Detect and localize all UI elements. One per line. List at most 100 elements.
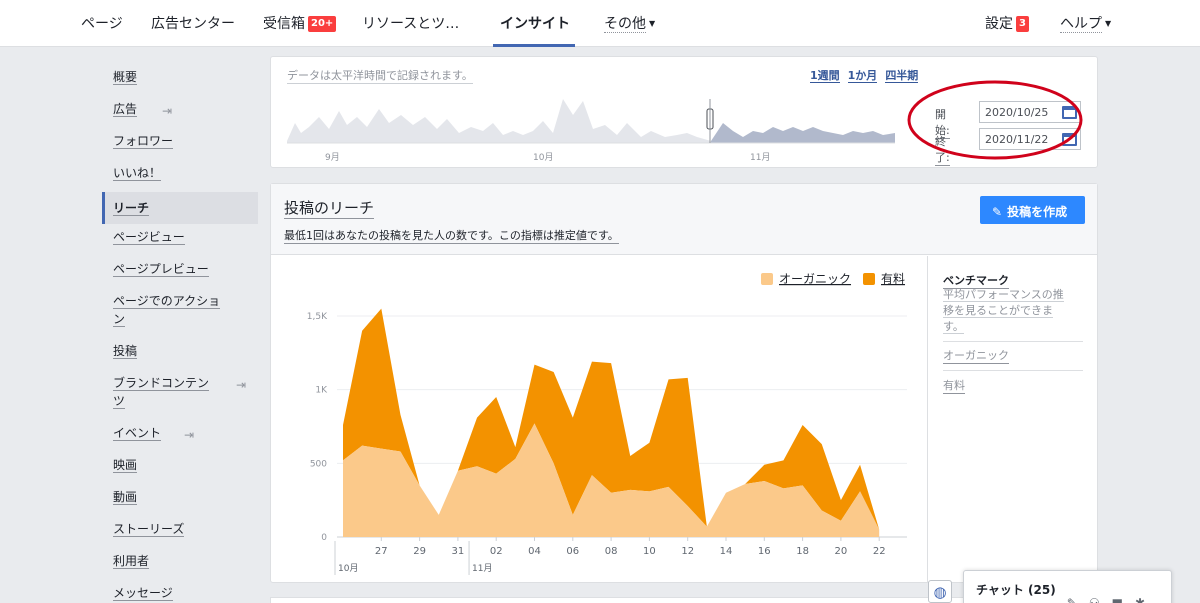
sidebar-item-overview[interactable]: 概要 [113, 70, 138, 85]
x-tick-label: 27 [375, 546, 388, 557]
nav-insights[interactable]: インサイト [500, 16, 570, 32]
series-area-organic [343, 423, 880, 537]
nav-inbox[interactable]: 受信箱 20+ [263, 13, 337, 33]
sidebar-item-videos[interactable]: 動画 [113, 490, 138, 505]
end-date-label: 終了: [935, 135, 950, 166]
x-tick-label: 10 [643, 546, 656, 557]
active-tab-indicator [493, 44, 575, 47]
y-tick-label: 1K [315, 386, 328, 396]
reach-header: 投稿のリーチ 最低1回はあなたの投稿を見た人の数です。この指標は推定値です。 ✎… [271, 184, 1097, 255]
external-link-icon: ⇥ [183, 428, 194, 442]
x-tick-label: 18 [796, 546, 809, 557]
benchmark-divider [943, 341, 1083, 342]
x-tick-label: 14 [720, 546, 733, 557]
sidebar-item-ads[interactable]: 広告 ⇥ [113, 102, 172, 118]
nav-ad-center[interactable]: 広告センター [151, 16, 235, 32]
benchmark-paid-link[interactable]: 有料 [943, 379, 965, 394]
compose-icon[interactable]: ✎ [1066, 596, 1089, 603]
group-icon[interactable]: ⚇ [1088, 596, 1112, 603]
month-label-nov: 11月 [750, 153, 771, 163]
inbox-badge: 20+ [308, 16, 337, 32]
sidebar-item-stories[interactable]: ストーリーズ [113, 522, 185, 537]
legend-label-paid[interactable]: 有料 [881, 272, 905, 286]
sidebar-item-page-actions[interactable]: ページでのアクション [113, 294, 221, 327]
chat-sidebar-tab[interactable]: チャット (25) ✎⚇■✱ [963, 570, 1172, 603]
post-reach-card: 投稿のリーチ 最低1回はあなたの投稿を見た人の数です。この指標は推定値です。 ✎… [270, 183, 1098, 583]
legend-swatch-organic [761, 273, 773, 285]
legend-label-organic[interactable]: オーガニック [779, 272, 851, 286]
annotation-ellipse [907, 80, 1083, 160]
x-month-label: 10月 [338, 563, 358, 574]
sidebar-item-events[interactable]: イベント ⇥ [113, 426, 194, 442]
y-tick-label: 1,5K [307, 312, 328, 322]
chart-legend: オーガニック 有料 [761, 272, 905, 286]
sidebar-item-reach[interactable]: リーチ [102, 192, 258, 224]
end-date-input[interactable]: 2020/11/22 [979, 128, 1081, 150]
nav-resources[interactable]: リソースとツ… [362, 16, 460, 32]
gear-icon[interactable]: ✱ [1134, 596, 1157, 603]
range-month-link[interactable]: 1か月 [847, 69, 878, 83]
x-tick-label: 02 [490, 546, 503, 557]
sidebar-item-branded-content[interactable]: ブランドコンテンツ ⇥ [113, 376, 246, 409]
start-date-label: 開始: [935, 108, 950, 139]
benchmark-organic-link[interactable]: オーガニック [943, 349, 1009, 364]
x-tick-label: 06 [566, 546, 579, 557]
y-tick-label: 500 [310, 459, 327, 469]
sidebar-item-posts[interactable]: 投稿 [113, 344, 138, 359]
date-range-panel: データは太平洋時間で記録されます。 1週間 1か月 四半期 9月 10月 11月 開… [270, 56, 1098, 168]
benchmark-title: ベンチマーク [943, 274, 1009, 289]
sidebar-item-people[interactable]: 利用者 [113, 554, 150, 569]
external-link-icon: ⇥ [235, 378, 246, 392]
chat-label: チャット (25) [976, 583, 1056, 597]
globe-icon[interactable]: ◍ [928, 580, 952, 603]
x-tick-label: 04 [528, 546, 541, 557]
sidebar-item-likes[interactable]: いいね！ [113, 166, 162, 181]
settings-badge: 3 [1016, 16, 1029, 32]
range-presets: 1週間 1か月 四半期 [810, 67, 926, 83]
x-month-label: 11月 [472, 563, 492, 574]
x-tick-label: 31 [452, 546, 465, 557]
sidebar-item-messages[interactable]: メッセージ [113, 586, 173, 601]
range-quarter-link[interactable]: 四半期 [885, 69, 919, 83]
x-tick-label: 12 [681, 546, 694, 557]
caret-down-icon: ▼ [1105, 19, 1112, 28]
reach-chart-area: オーガニック 有料 0 500 1K 1,5K 27 29 31 02 04 06 08 10 12 14… [271, 256, 927, 582]
sidebar-item-page-previews[interactable]: ページプレビュー [113, 262, 209, 277]
reach-area-chart[interactable]: オーガニック 有料 0 500 1K 1,5K 27 29 31 02 04 06 08 10 12 14… [271, 256, 927, 582]
series-area-paid [343, 308, 880, 530]
nav-page[interactable]: ページ [81, 16, 123, 32]
x-tick-label: 08 [605, 546, 618, 557]
caret-down-icon: ▼ [649, 19, 656, 28]
timezone-note: データは太平洋時間で記録されます。 [287, 69, 473, 84]
x-tick-label: 16 [758, 546, 771, 557]
start-date-input[interactable]: 2020/10/25 [979, 101, 1081, 123]
x-tick-label: 20 [835, 546, 848, 557]
range-week-link[interactable]: 1週間 [810, 69, 840, 83]
reach-description: 最低1回はあなたの投稿を見た人の数です。この指標は推定値です。 [284, 229, 619, 244]
sidebar-item-page-views[interactable]: ページビュー [113, 230, 185, 245]
video-icon[interactable]: ■ [1111, 596, 1135, 603]
reach-title: 投稿のリーチ [284, 199, 375, 219]
x-tick-label: 29 [413, 546, 426, 557]
sidebar-item-followers[interactable]: フォロワー [113, 134, 174, 149]
nav-more[interactable]: その他 ▼ [604, 16, 656, 33]
x-tick-label: 22 [873, 546, 886, 557]
calendar-icon[interactable] [1062, 133, 1077, 146]
calendar-icon[interactable] [1062, 106, 1077, 119]
chat-toolbar: ✎⚇■✱ [1067, 596, 1157, 603]
y-tick-label: 0 [321, 533, 327, 543]
range-overview-chart[interactable] [287, 87, 902, 159]
month-label-sep: 9月 [325, 153, 340, 163]
pencil-icon: ✎ [992, 205, 1003, 219]
create-post-button[interactable]: ✎ 投稿を作成 [980, 196, 1085, 224]
overview-area-selected [711, 123, 895, 143]
nav-settings[interactable]: 設定 3 [985, 13, 1029, 33]
insights-sidebar: 概要 広告 ⇥ フォロワー いいね！ リーチ ページビュー ページプレビュー ペー… [102, 64, 258, 603]
benchmark-description[interactable]: 平均パフォーマンスの推 移を見ることができま す。 [943, 288, 1064, 334]
nav-help[interactable]: ヘルプ ▼ [1060, 16, 1112, 33]
month-label-oct: 10月 [533, 153, 554, 163]
overview-area-unselected [287, 99, 711, 143]
external-link-icon: ⇥ [161, 104, 172, 118]
benchmark-panel: ベンチマーク 平均パフォーマンスの推 移を見ることができま す。 オーガニック 有料 [927, 256, 1097, 582]
sidebar-item-movies[interactable]: 映画 [113, 458, 138, 473]
